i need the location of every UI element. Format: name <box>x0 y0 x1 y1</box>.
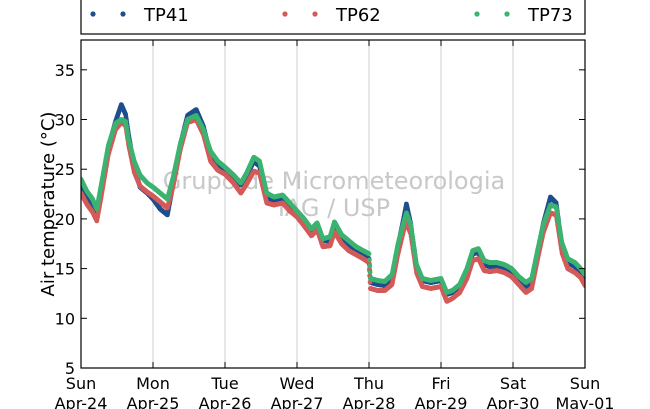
y-tick-label: 20 <box>55 210 75 229</box>
x-tick-day: Sat <box>500 374 526 393</box>
legend: TP41 TP62 TP73 <box>80 0 586 35</box>
y-tick-label: 30 <box>55 111 75 130</box>
x-tick-day: Tue <box>210 374 238 393</box>
plot-frame <box>80 39 586 369</box>
legend-marker <box>312 11 318 17</box>
legend-label-tp41: TP41 <box>143 5 189 26</box>
y-tick-label: 10 <box>55 309 75 328</box>
legend-marker <box>282 11 288 17</box>
data-point <box>367 257 372 263</box>
y-tick-label: 25 <box>55 160 75 179</box>
x-tick-day: Fri <box>431 374 450 393</box>
x-tick-day: Sun <box>570 374 600 393</box>
watermark-line-1: Grupo de Micrometeorologia <box>163 167 505 195</box>
x-tick-date: Apr-27 <box>271 394 324 409</box>
x-tick-day: Wed <box>280 374 315 393</box>
y-axis: 5 10 15 20 25 30 35 <box>55 61 585 378</box>
x-tick-date: May-01 <box>556 394 615 409</box>
data-point <box>367 263 373 269</box>
legend-marker <box>90 11 96 17</box>
data-point <box>366 251 372 257</box>
legend-marker <box>120 11 126 17</box>
x-tick-day: Sun <box>66 374 96 393</box>
watermark: Grupo de Micrometeorologia IAG / USP <box>163 167 505 222</box>
y-tick-label: 5 <box>65 359 75 378</box>
series-tp73 <box>81 113 585 295</box>
x-tick-date: Apr-29 <box>415 394 468 409</box>
x-tick-date: Apr-24 <box>55 394 108 409</box>
x-tick-day: Mon <box>136 374 170 393</box>
y-tick-label: 35 <box>55 61 75 80</box>
x-axis: SunApr-24MonApr-25TueApr-26WedApr-27ThuA… <box>55 40 615 409</box>
x-tick-date: Apr-28 <box>343 394 396 409</box>
x-tick-date: Apr-25 <box>127 394 180 409</box>
series-group <box>81 102 585 304</box>
x-tick-day: Thu <box>353 374 384 393</box>
legend-marker <box>474 11 480 17</box>
legend-marker <box>504 11 510 17</box>
legend-label-tp62: TP62 <box>335 5 381 26</box>
x-tick-date: Apr-30 <box>487 394 540 409</box>
x-tick-date: Apr-26 <box>199 394 252 409</box>
y-axis-label: Air temperature (°C) <box>38 112 59 297</box>
legend-box <box>80 0 586 35</box>
gridlines <box>152 40 514 368</box>
legend-label-tp73: TP73 <box>527 5 573 26</box>
y-tick-label: 15 <box>55 260 75 279</box>
data-point <box>367 269 373 275</box>
